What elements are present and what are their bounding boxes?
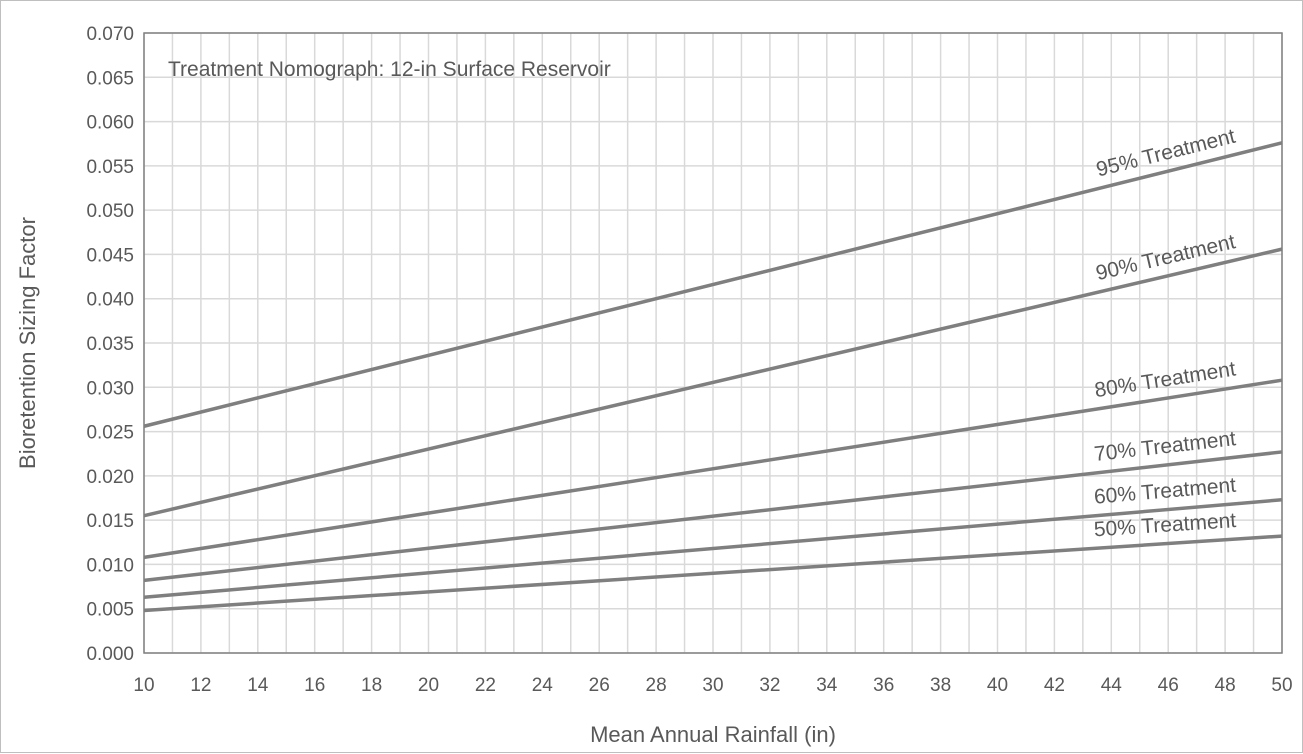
x-tick-label: 46 bbox=[1158, 675, 1179, 696]
y-tick-label: 0.040 bbox=[86, 290, 134, 311]
y-tick-label: 0.055 bbox=[86, 157, 134, 178]
y-tick-label: 0.030 bbox=[86, 378, 134, 399]
y-tick-label: 0.000 bbox=[86, 644, 134, 665]
x-tick-label: 40 bbox=[987, 675, 1008, 696]
x-tick-label: 24 bbox=[532, 675, 554, 696]
y-tick-label: 0.020 bbox=[86, 467, 134, 488]
x-tick-label: 22 bbox=[475, 675, 496, 696]
x-tick-label: 20 bbox=[418, 675, 439, 696]
x-tick-label: 16 bbox=[304, 675, 325, 696]
x-axis-title: Mean Annual Rainfall (in) bbox=[590, 722, 836, 747]
y-tick-label: 0.015 bbox=[86, 511, 134, 532]
y-tick-label: 0.045 bbox=[86, 245, 134, 266]
x-tick-label: 36 bbox=[873, 675, 894, 696]
y-axis-title: Bioretention Sizing Factor bbox=[15, 217, 40, 469]
y-tick-label: 0.070 bbox=[86, 24, 134, 45]
x-tick-label: 30 bbox=[702, 675, 723, 696]
y-axis-tick-labels: 0.000 0.005 0.010 0.015 0.020 0.025 0.030 0.035… bbox=[86, 24, 134, 665]
x-axis-tick-labels: 10 12 14 16 18 20 22 24 26 28 30 32 34 36 38 40 42 44 46 48… bbox=[133, 675, 1292, 696]
x-tick-label: 32 bbox=[759, 675, 780, 696]
series-label: 80% Treatment bbox=[1093, 357, 1237, 402]
x-tick-label: 10 bbox=[133, 675, 154, 696]
x-tick-label: 26 bbox=[589, 675, 610, 696]
x-tick-label: 12 bbox=[190, 675, 211, 696]
y-tick-label: 0.065 bbox=[86, 68, 134, 89]
y-tick-label: 0.050 bbox=[86, 201, 134, 222]
y-tick-label: 0.035 bbox=[86, 334, 134, 355]
series-label: 60% Treatment bbox=[1093, 474, 1237, 509]
x-tick-label: 42 bbox=[1044, 675, 1065, 696]
x-tick-label: 44 bbox=[1101, 675, 1123, 696]
x-tick-label: 18 bbox=[361, 675, 382, 696]
x-tick-label: 50 bbox=[1271, 675, 1292, 696]
x-tick-label: 34 bbox=[816, 675, 838, 696]
y-tick-label: 0.010 bbox=[86, 555, 134, 576]
y-tick-label: 0.005 bbox=[86, 600, 134, 621]
x-tick-label: 38 bbox=[930, 675, 951, 696]
y-tick-label: 0.060 bbox=[86, 113, 134, 134]
chart-title: Treatment Nomograph: 12-in Surface Reser… bbox=[168, 58, 611, 81]
x-tick-label: 48 bbox=[1215, 675, 1236, 696]
y-tick-label: 0.025 bbox=[86, 423, 134, 444]
x-tick-label: 28 bbox=[646, 675, 667, 696]
x-tick-label: 14 bbox=[247, 675, 269, 696]
